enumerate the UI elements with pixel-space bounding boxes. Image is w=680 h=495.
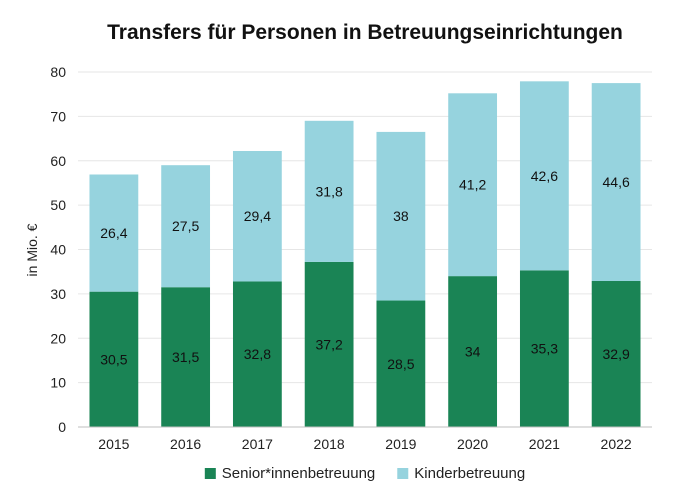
bar-segment-senior-2015 [89, 291, 139, 427]
x-tick-label: 2021 [529, 436, 560, 452]
bar-segment-senior-2017 [232, 281, 282, 427]
bar-segment-kinder-2018 [304, 120, 354, 262]
y-tick-label: 20 [50, 330, 66, 346]
legend-label: Kinderbetreuung [414, 465, 525, 482]
x-tick-label: 2015 [98, 436, 129, 452]
x-tick-label: 2018 [314, 436, 345, 452]
x-axis-ticks: 2015 2016 2017 2018 2019 2020 2021 2022 [98, 436, 632, 452]
legend-label: Senior*innenbetreuung [222, 465, 375, 482]
y-tick-label: 10 [50, 375, 66, 391]
bars: 30,5 26,4 31,5 27,5 32,8 29,4 37,2 31,8 28,5 38 34… [89, 81, 641, 427]
bar-segment-senior-2019 [376, 300, 426, 427]
y-axis-label: in Mio. € [24, 223, 40, 276]
data-label: 32,8 [244, 346, 271, 362]
y-tick-label: 0 [58, 419, 66, 435]
y-tick-label: 40 [50, 242, 66, 258]
bar-segment-kinder-2020 [448, 93, 498, 277]
bar-segment-kinder-2022 [591, 83, 641, 282]
legend-swatch-senior [204, 468, 216, 479]
y-tick-label: 80 [50, 64, 66, 80]
bar-segment-kinder-2019 [376, 131, 426, 301]
data-label: 30,5 [100, 351, 127, 367]
bar-segment-kinder-2017 [232, 150, 282, 282]
data-label: 44,6 [603, 174, 630, 190]
x-tick-label: 2017 [242, 436, 273, 452]
bar-segment-kinder-2015 [89, 174, 139, 292]
x-tick-label: 2020 [457, 436, 488, 452]
bar-segment-kinder-2021 [519, 81, 569, 271]
bar-segment-senior-2016 [161, 287, 211, 427]
data-label: 35,3 [531, 341, 558, 357]
data-label: 31,5 [172, 349, 199, 365]
legend: Senior*innenbetreuung Kinderbetreuung [204, 465, 525, 482]
data-label: 29,4 [244, 208, 271, 224]
y-axis-ticks: 0 10 20 30 40 50 60 70 80 [50, 64, 66, 435]
bar-segment-senior-2018 [304, 261, 354, 427]
data-label: 41,2 [459, 177, 486, 193]
data-label: 31,8 [316, 183, 343, 199]
y-tick-label: 60 [50, 153, 66, 169]
data-label: 32,9 [603, 346, 630, 362]
data-label: 27,5 [172, 218, 199, 234]
data-label: 26,4 [100, 225, 127, 241]
bar-segment-senior-2021 [519, 270, 569, 427]
data-label: 42,6 [531, 168, 558, 184]
legend-swatch-kinder [397, 468, 409, 479]
bar-segment-senior-2020 [448, 276, 498, 427]
bar-segment-kinder-2016 [161, 165, 211, 288]
y-tick-label: 50 [50, 197, 66, 213]
x-tick-label: 2016 [170, 436, 201, 452]
y-tick-label: 30 [50, 286, 66, 302]
data-label: 28,5 [387, 356, 414, 372]
y-tick-label: 70 [50, 108, 66, 124]
x-tick-label: 2019 [385, 436, 416, 452]
chart-title: Transfers für Personen in Betreuungseinr… [107, 21, 623, 44]
x-tick-label: 2022 [601, 436, 632, 452]
data-label: 37,2 [316, 336, 343, 352]
bar-segment-senior-2022 [591, 281, 641, 427]
data-label: 34 [465, 344, 481, 360]
data-label: 38 [393, 208, 409, 224]
